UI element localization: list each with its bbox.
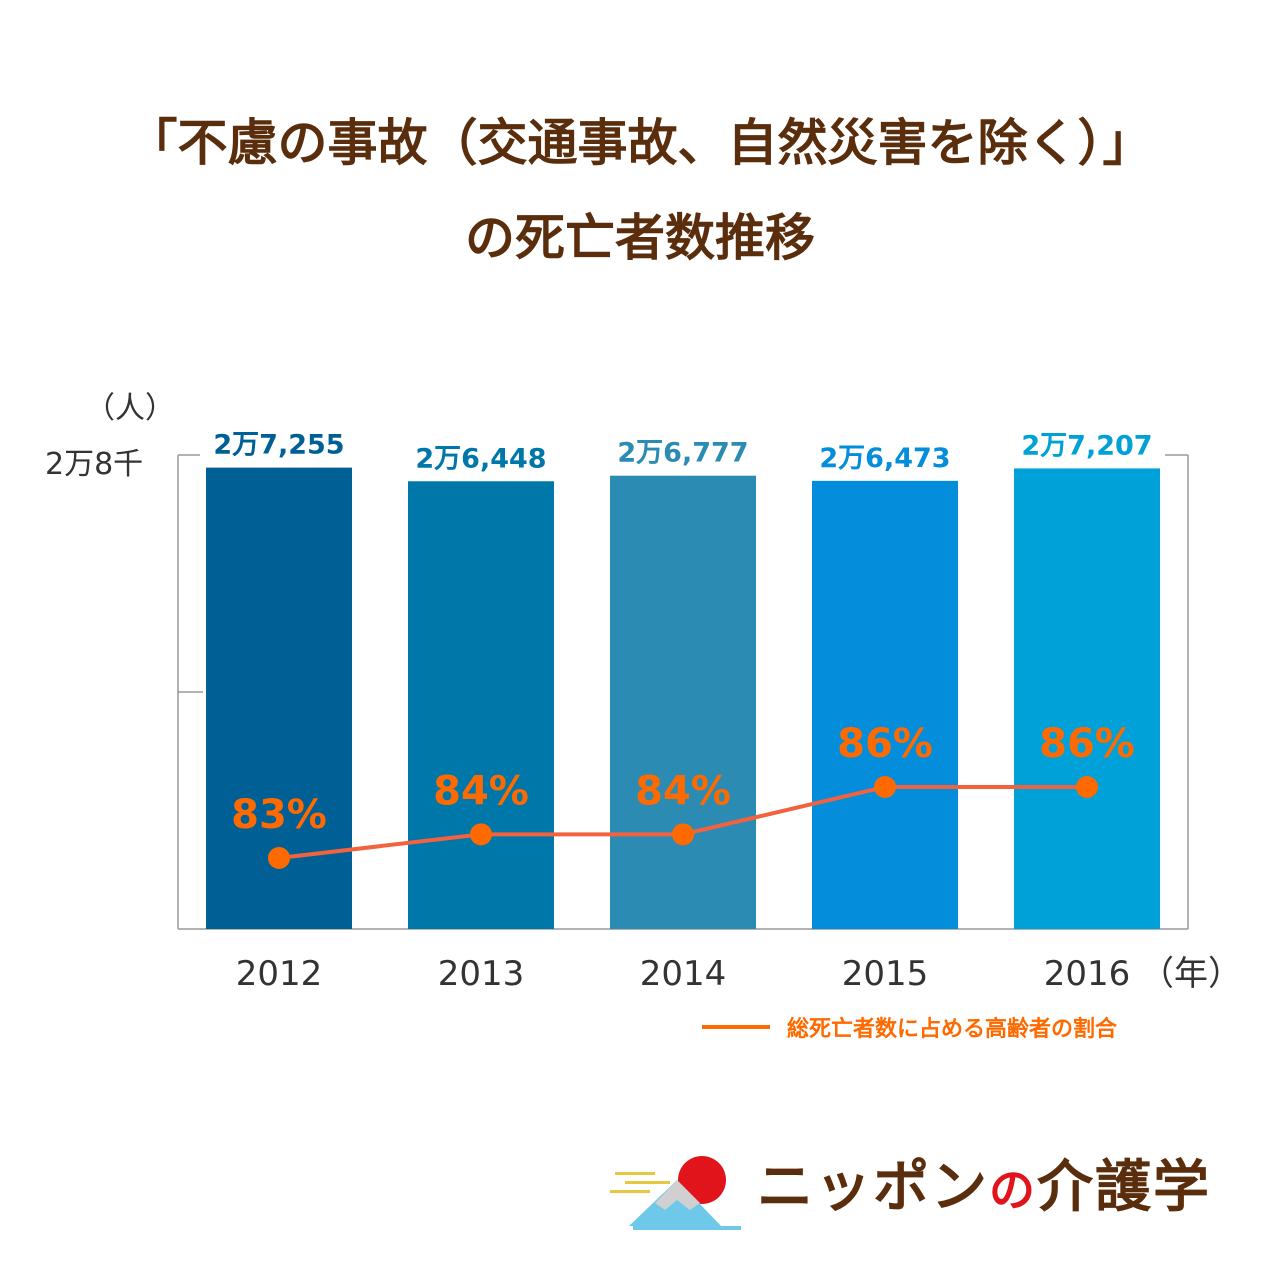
chart: （人） 2万8千 （年） 2万7,255 2012 2万6,448 2013 2万6,7…	[45, 391, 1242, 1042]
line-point-2016	[1076, 775, 1098, 798]
x-tick-2016: 2016	[1044, 954, 1131, 994]
pct-label-2014: 84%	[635, 768, 731, 814]
line-point-2013	[470, 823, 492, 846]
bar-2015	[812, 480, 958, 929]
logo-text-part2: の	[989, 1163, 1037, 1217]
chart-title-line-1: 「不慮の事故（交通事故、自然災害を除く）」	[127, 114, 1153, 172]
pct-label-2012: 83%	[231, 792, 327, 838]
x-tick-2015: 2015	[842, 954, 929, 994]
bar-2016	[1014, 468, 1160, 929]
logo-text-part3: 介護学	[1037, 1155, 1211, 1220]
y-unit-label: （人）	[85, 391, 175, 426]
bar-2013	[408, 481, 554, 929]
x-tick-2012: 2012	[236, 954, 323, 994]
bar-value-label-2013: 2万6,448	[415, 443, 546, 474]
bar-value-label-2014: 2万6,777	[617, 438, 748, 469]
logo: ニッポンの介護学	[605, 1150, 1255, 1240]
x-tick-2014: 2014	[640, 954, 727, 994]
bar-2014	[610, 475, 756, 929]
pct-label-2015: 86%	[837, 721, 933, 767]
line-point-2012	[268, 847, 290, 869]
x-unit-label: （年）	[1140, 954, 1242, 994]
line-point-2014	[672, 823, 694, 846]
legend-label: 総死亡者数に占める高齢者の割合	[787, 1016, 1118, 1042]
line-point-2015	[874, 775, 896, 798]
pct-label-2013: 84%	[433, 768, 529, 814]
bar-value-label-2016: 2万7,207	[1021, 430, 1152, 461]
x-tick-2013: 2013	[438, 954, 525, 994]
chart-title-line-2: の死亡者数推移	[465, 209, 815, 267]
logo-text: ニッポンの介護学	[757, 1160, 1211, 1216]
pct-label-2016: 86%	[1039, 721, 1135, 767]
logo-text-part1: ニッポン	[757, 1155, 989, 1220]
bar-value-label-2012: 2万7,255	[213, 430, 344, 461]
y-top-label: 2万8千	[45, 447, 143, 482]
mount-fuji-sun-icon	[610, 1156, 741, 1230]
bar-value-label-2015: 2万6,473	[819, 443, 950, 474]
